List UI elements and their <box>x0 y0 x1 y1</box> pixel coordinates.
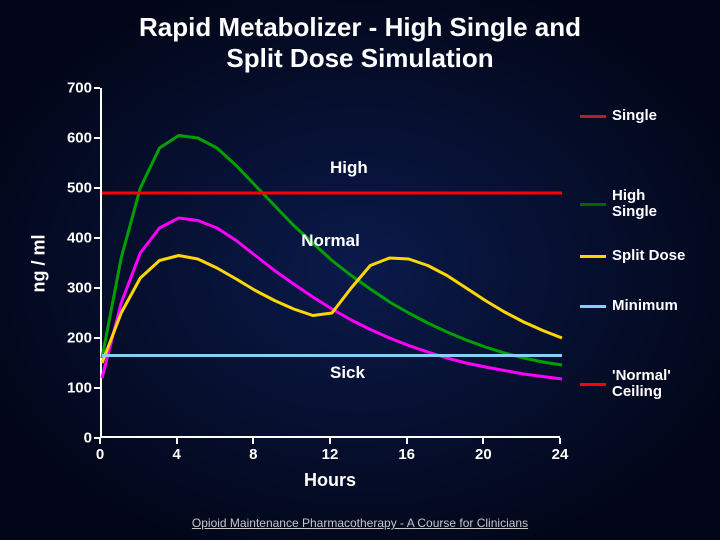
y-tick-mark <box>94 387 100 389</box>
legend-item: 'Normal'Ceiling <box>580 368 671 400</box>
y-tick-mark <box>94 337 100 339</box>
legend-swatch <box>580 255 606 258</box>
y-tick-label: 100 <box>56 380 92 397</box>
legend-label: HighSingle <box>612 188 657 220</box>
chart-area: ng / ml Hours Single HighSingle Split Dose… <box>0 78 720 518</box>
y-tick-label: 0 <box>56 430 92 447</box>
y-tick-label: 500 <box>56 180 92 197</box>
legend-item: HighSingle <box>580 188 657 220</box>
x-tick-label: 0 <box>96 446 104 463</box>
legend-item: Split Dose <box>580 248 685 264</box>
legend-swatch <box>580 305 606 308</box>
plot-area <box>100 88 560 438</box>
title-line-2: Split Dose Simulation <box>40 43 680 74</box>
annotation-normal: Normal <box>301 231 360 251</box>
legend-item: Minimum <box>580 298 678 314</box>
y-tick-mark <box>94 287 100 289</box>
x-tick-label: 16 <box>398 446 415 463</box>
legend-item: Single <box>580 108 657 124</box>
legend-swatch <box>580 383 606 386</box>
y-tick-mark <box>94 87 100 89</box>
x-tick-label: 20 <box>475 446 492 463</box>
y-tick-mark <box>94 137 100 139</box>
footer-text: Opioid Maintenance Pharmacotherapy - A C… <box>0 516 720 530</box>
x-tick-mark <box>99 438 101 444</box>
y-tick-label: 300 <box>56 280 92 297</box>
x-tick-mark <box>252 438 254 444</box>
x-tick-mark <box>406 438 408 444</box>
x-tick-mark <box>559 438 561 444</box>
y-tick-mark <box>94 187 100 189</box>
y-tick-label: 600 <box>56 130 92 147</box>
x-tick-label: 8 <box>249 446 257 463</box>
x-tick-mark <box>482 438 484 444</box>
x-axis-label: Hours <box>304 470 356 491</box>
x-tick-label: 12 <box>322 446 339 463</box>
curves-svg <box>102 88 562 438</box>
y-tick-label: 400 <box>56 230 92 247</box>
y-tick-mark <box>94 237 100 239</box>
chart-title: Rapid Metabolizer - High Single and Spli… <box>0 0 720 78</box>
title-line-1: Rapid Metabolizer - High Single and <box>40 12 680 43</box>
legend-label: Minimum <box>612 298 678 314</box>
x-tick-mark <box>176 438 178 444</box>
x-tick-label: 4 <box>172 446 180 463</box>
legend-label: Single <box>612 108 657 124</box>
annotation-sick: Sick <box>330 363 365 383</box>
y-tick-label: 200 <box>56 330 92 347</box>
legend-swatch <box>580 115 606 118</box>
x-tick-label: 24 <box>552 446 569 463</box>
y-axis-label: ng / ml <box>29 235 50 293</box>
y-tick-label: 700 <box>56 80 92 97</box>
legend-label: 'Normal'Ceiling <box>612 368 671 400</box>
legend-swatch <box>580 203 606 206</box>
legend-label: Split Dose <box>612 248 685 264</box>
x-tick-mark <box>329 438 331 444</box>
annotation-high: High <box>330 158 368 178</box>
